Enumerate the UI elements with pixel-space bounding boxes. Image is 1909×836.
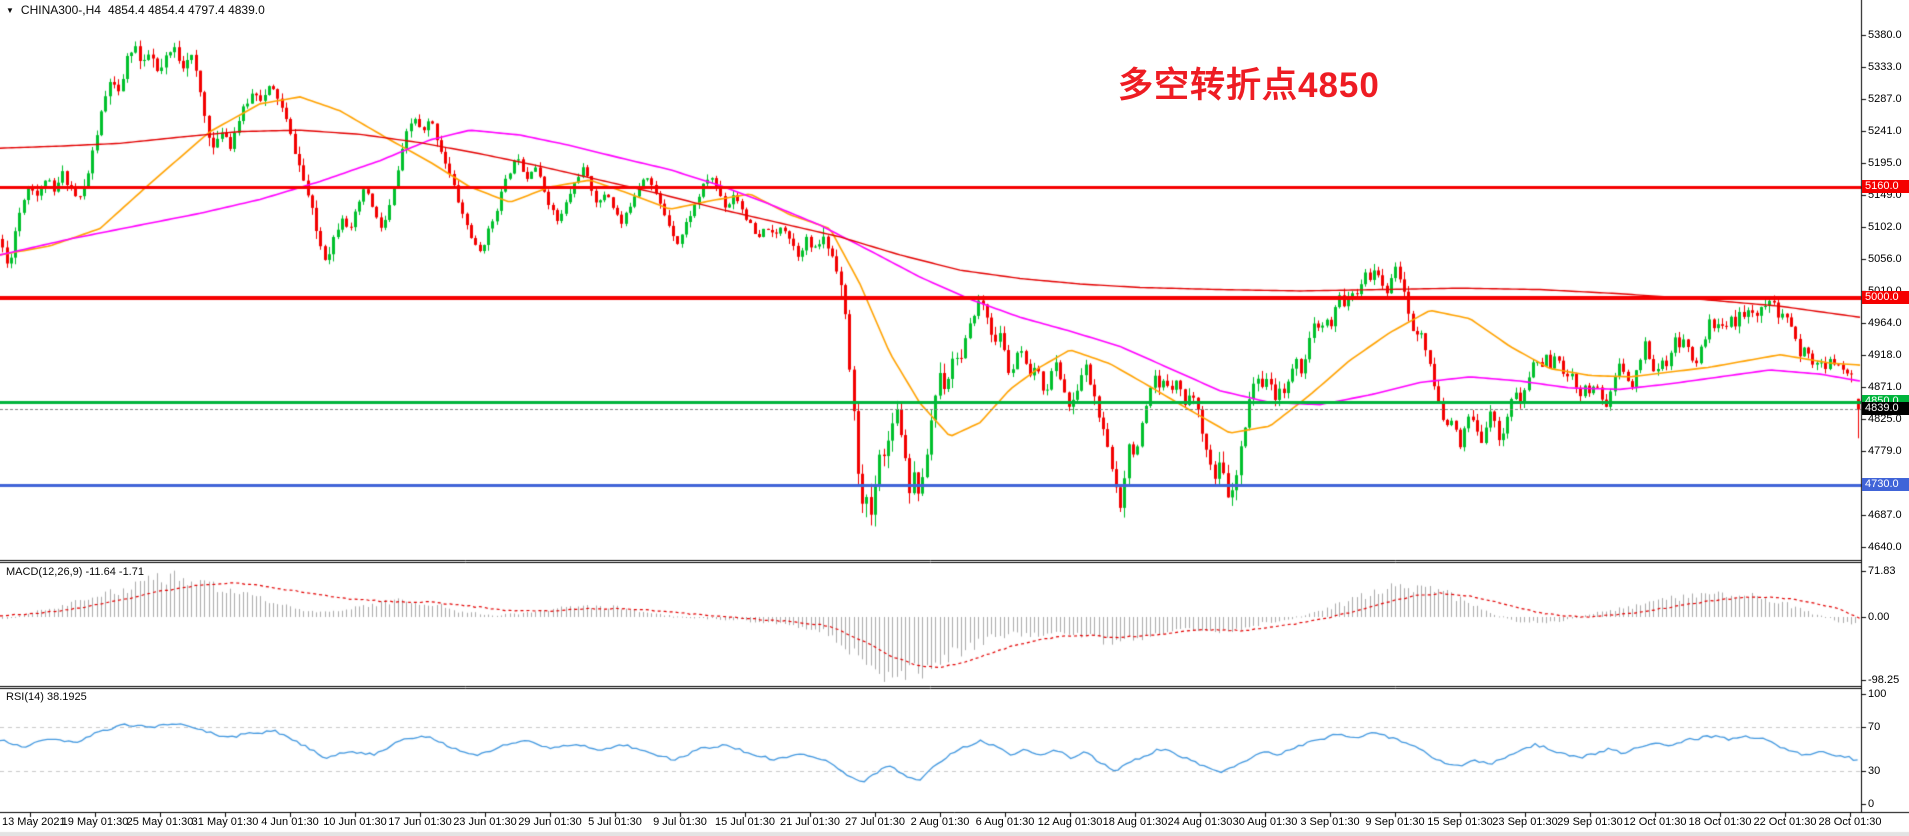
price-tick-label: 5195.0 [1868, 156, 1902, 169]
date-label: 30 Aug 01:30 [1232, 816, 1298, 828]
price-tick-label: 4918.0 [1868, 348, 1902, 361]
date-label: 29 Sep 01:30 [1557, 816, 1623, 828]
date-label: 22 Oct 01:30 [1753, 816, 1817, 828]
date-label: 27 Jul 01:30 [845, 816, 905, 828]
date-label: 12 Aug 01:30 [1037, 816, 1103, 828]
date-label: 9 Jul 01:30 [653, 816, 707, 828]
date-label: 9 Sep 01:30 [1365, 816, 1425, 828]
date-label: 31 May 01:30 [191, 816, 259, 828]
price-level-badge: 5160.0 [1862, 180, 1909, 193]
time-axis[interactable]: 13 May 2021 19 May 01:30 25 May 01:30 31 Ma… [0, 812, 1909, 836]
price-tick-label: 5287.0 [1868, 92, 1902, 105]
price-tick-label: 5102.0 [1868, 221, 1902, 234]
price-tick-label: 4871.0 [1868, 381, 1902, 394]
date-label: 18 Aug 01:30 [1102, 816, 1168, 828]
date-label: 4 Jun 01:30 [261, 816, 319, 828]
date-label: 29 Jun 01:30 [518, 816, 582, 828]
date-label: 6 Aug 01:30 [975, 816, 1035, 828]
price-tick-label: 4640.0 [1868, 541, 1902, 554]
price-tick-label: 5333.0 [1868, 61, 1902, 74]
rsi-axis-label: 0 [1868, 798, 1875, 810]
date-label: 17 Jun 01:30 [388, 816, 452, 828]
date-label: 25 May 01:30 [126, 816, 194, 828]
price-tick-label: 5380.0 [1868, 28, 1902, 41]
date-label: 24 Aug 01:30 [1167, 816, 1233, 828]
price-tick-label: 4687.0 [1868, 508, 1902, 521]
date-label: 10 Jun 01:30 [323, 816, 387, 828]
rsi-label: RSI(14) 38.1925 [6, 691, 87, 703]
macd-label: MACD(12,26,9) -11.64 -1.71 [6, 566, 144, 578]
macd-axis-label: -98.25 [1868, 673, 1900, 686]
symbol-title: CHINA300-,H4 [20, 3, 101, 17]
date-label: 2 Aug 01:30 [910, 816, 970, 828]
price-tick-label: 4825.0 [1868, 413, 1902, 426]
price-level-badge: 4730.0 [1862, 477, 1909, 491]
price-tick-label: 4779.0 [1868, 445, 1902, 458]
date-label: 12 Oct 01:30 [1623, 816, 1687, 828]
macd-axis-label: 0.00 [1868, 611, 1890, 623]
annotation-text: 多空转折点4850 [1118, 66, 1380, 105]
price-axis[interactable]: 5380.0 5333.0 5287.0 5241.0 5195.0 5149.0 5102… [1862, 0, 1909, 836]
date-label: 18 Oct 01:30 [1688, 816, 1752, 828]
date-label: 5 Jul 01:30 [588, 816, 642, 828]
macd-axis-label: 71.83 [1868, 565, 1896, 578]
date-label: 21 Jul 01:30 [780, 816, 840, 828]
rsi-axis-label: 70 [1868, 721, 1881, 733]
date-label: 3 Sep 01:30 [1300, 816, 1360, 828]
date-label: 15 Jul 01:30 [715, 816, 775, 828]
date-label: 28 Oct 01:30 [1818, 816, 1882, 828]
date-label: 15 Sep 01:30 [1427, 816, 1493, 828]
price-tick-label: 5056.0 [1868, 253, 1902, 266]
symbol-dropdown-icon[interactable]: ▼ [6, 5, 14, 15]
price-level-badge: 5000.0 [1862, 290, 1909, 304]
rsi-axis-label: 100 [1868, 688, 1887, 700]
price-level-badge: 4839.0 [1862, 402, 1909, 416]
price-tick-label: 4964.0 [1868, 316, 1902, 329]
rsi-axis-label: 30 [1868, 765, 1881, 777]
ohlc-values: 4854.4 4854.4 4797.4 4839.0 [107, 3, 265, 17]
date-label: 19 May 01:30 [61, 816, 129, 828]
chart-title: ▼ CHINA300-,H4 4854.4 4854.4 4797.4 4839… [6, 3, 265, 17]
date-label: 23 Sep 01:30 [1492, 816, 1558, 828]
price-tick-label: 5241.0 [1868, 124, 1902, 137]
date-label: 13 May 2021 [2, 816, 66, 828]
date-label: 23 Jun 01:30 [453, 816, 517, 828]
